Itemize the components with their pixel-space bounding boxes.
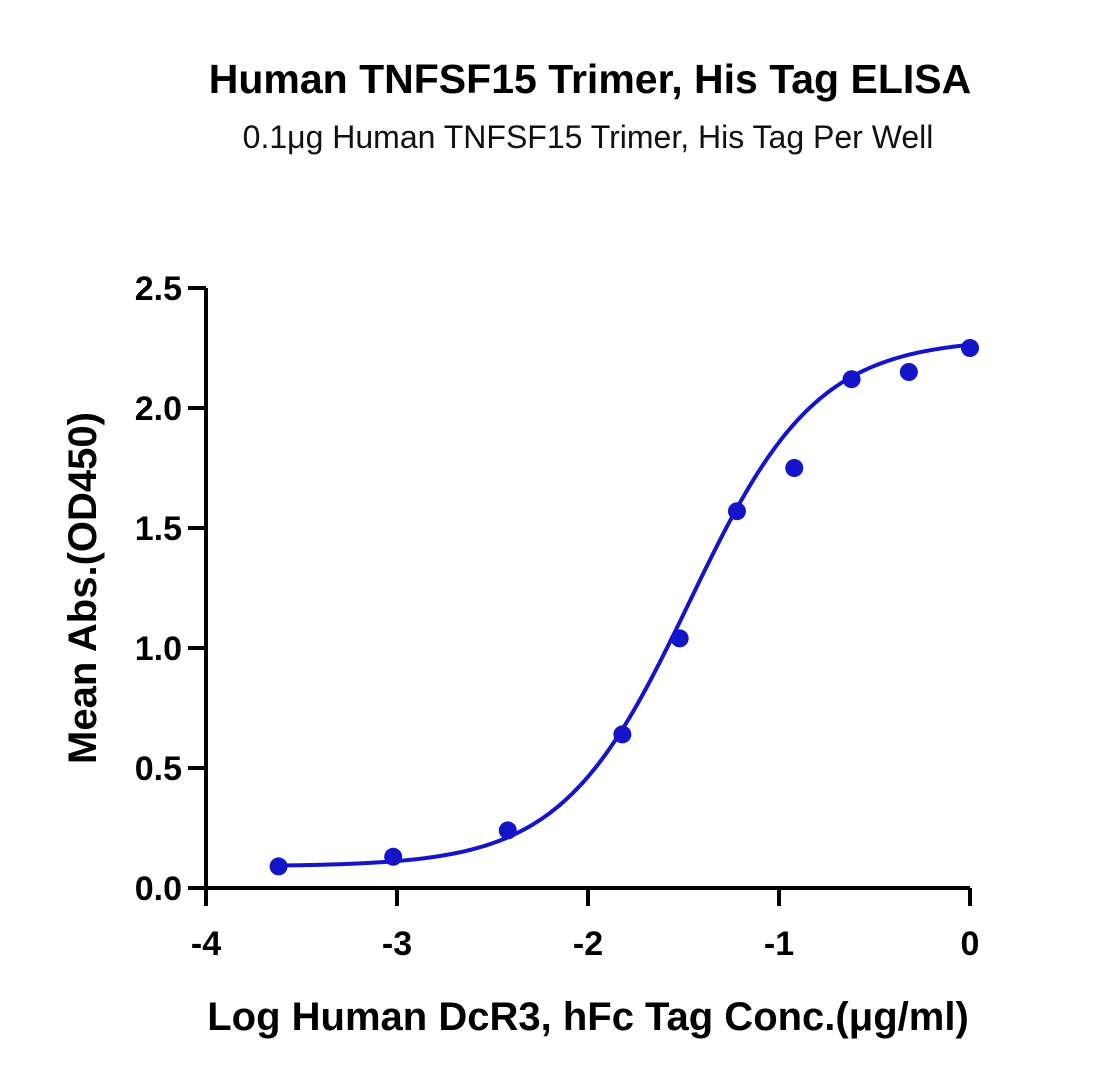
data-point bbox=[727, 502, 746, 521]
y-axis-label: Mean Abs.(OD450) bbox=[61, 412, 105, 764]
y-tick-label: 2.0 bbox=[135, 390, 182, 428]
data-point bbox=[613, 725, 632, 744]
chart-subtitle: 0.1μg Human TNFSF15 Trimer, His Tag Per … bbox=[243, 119, 934, 155]
y-tick-label: 0.0 bbox=[135, 870, 182, 908]
y-tick-label: 1.0 bbox=[135, 630, 182, 668]
data-point bbox=[384, 847, 403, 866]
data-point bbox=[269, 857, 288, 876]
data-point bbox=[899, 363, 918, 381]
chart-title: Human TNFSF15 Trimer, His Tag ELISA bbox=[209, 56, 971, 102]
x-tick-label: -4 bbox=[191, 925, 221, 963]
data-point bbox=[498, 821, 517, 840]
x-tick-label: -3 bbox=[382, 925, 412, 963]
data-points bbox=[269, 339, 979, 876]
x-axis-label: Log Human DcR3, hFc Tag Conc.(μg/ml) bbox=[207, 995, 969, 1039]
y-tick-label: 1.5 bbox=[135, 510, 182, 548]
data-point bbox=[785, 459, 804, 477]
data-point bbox=[961, 339, 979, 357]
x-tick-label: 0 bbox=[961, 925, 980, 963]
x-tick-label: -1 bbox=[764, 925, 794, 963]
data-point bbox=[670, 629, 689, 648]
y-tick-label: 2.5 bbox=[135, 270, 182, 308]
x-tick-label: -2 bbox=[573, 925, 603, 963]
data-point bbox=[842, 370, 861, 389]
y-tick-label: 0.5 bbox=[135, 750, 182, 788]
x-ticks: -4 -3 -2 -1 0 bbox=[191, 888, 980, 963]
fit-curve bbox=[278, 342, 971, 868]
y-ticks: 0.0 0.5 1.0 1.5 2.0 2.5 bbox=[135, 270, 206, 908]
